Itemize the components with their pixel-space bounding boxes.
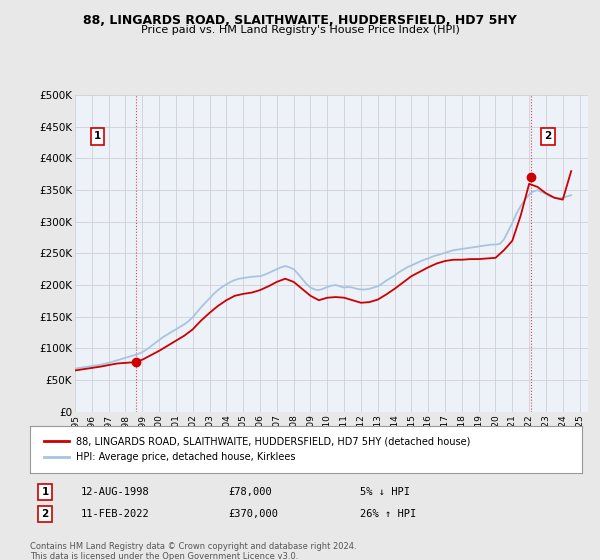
Text: 2: 2 <box>545 132 552 142</box>
Text: £78,000: £78,000 <box>228 487 272 497</box>
Text: £370,000: £370,000 <box>228 509 278 519</box>
Text: 11-FEB-2022: 11-FEB-2022 <box>81 509 150 519</box>
Legend: 88, LINGARDS ROAD, SLAITHWAITE, HUDDERSFIELD, HD7 5HY (detached house), HPI: Ave: 88, LINGARDS ROAD, SLAITHWAITE, HUDDERSF… <box>40 432 475 466</box>
Text: 88, LINGARDS ROAD, SLAITHWAITE, HUDDERSFIELD, HD7 5HY: 88, LINGARDS ROAD, SLAITHWAITE, HUDDERSF… <box>83 14 517 27</box>
Text: Contains HM Land Registry data © Crown copyright and database right 2024.
This d: Contains HM Land Registry data © Crown c… <box>30 542 356 560</box>
Text: Price paid vs. HM Land Registry's House Price Index (HPI): Price paid vs. HM Land Registry's House … <box>140 25 460 35</box>
Text: 5% ↓ HPI: 5% ↓ HPI <box>360 487 410 497</box>
Text: 2: 2 <box>41 509 49 519</box>
Text: 1: 1 <box>94 132 101 142</box>
Text: 26% ↑ HPI: 26% ↑ HPI <box>360 509 416 519</box>
Text: 12-AUG-1998: 12-AUG-1998 <box>81 487 150 497</box>
Text: 1: 1 <box>41 487 49 497</box>
